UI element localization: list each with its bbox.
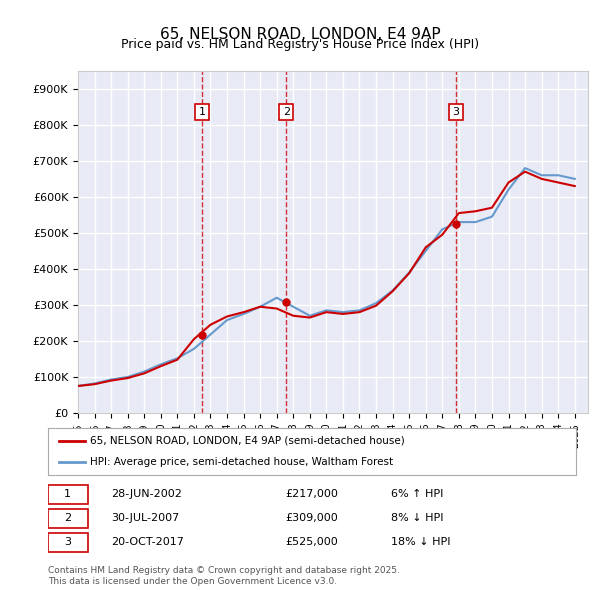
- Text: 6% ↑ HPI: 6% ↑ HPI: [391, 489, 443, 499]
- Text: 3: 3: [452, 107, 460, 117]
- Text: 65, NELSON ROAD, LONDON, E4 9AP: 65, NELSON ROAD, LONDON, E4 9AP: [160, 27, 440, 41]
- FancyBboxPatch shape: [48, 485, 88, 504]
- Text: 20-OCT-2017: 20-OCT-2017: [112, 537, 184, 546]
- Text: 2: 2: [283, 107, 290, 117]
- Text: HPI: Average price, semi-detached house, Waltham Forest: HPI: Average price, semi-detached house,…: [90, 457, 394, 467]
- Text: 18% ↓ HPI: 18% ↓ HPI: [391, 537, 451, 546]
- Text: 8% ↓ HPI: 8% ↓ HPI: [391, 513, 444, 523]
- Text: 1: 1: [199, 107, 206, 117]
- FancyBboxPatch shape: [48, 509, 88, 528]
- Text: £309,000: £309,000: [286, 513, 338, 523]
- Text: £525,000: £525,000: [286, 537, 338, 546]
- Text: Contains HM Land Registry data © Crown copyright and database right 2025.
This d: Contains HM Land Registry data © Crown c…: [48, 566, 400, 586]
- Text: 28-JUN-2002: 28-JUN-2002: [112, 489, 182, 499]
- Text: Price paid vs. HM Land Registry's House Price Index (HPI): Price paid vs. HM Land Registry's House …: [121, 38, 479, 51]
- Text: 3: 3: [64, 537, 71, 546]
- Text: £217,000: £217,000: [286, 489, 338, 499]
- Text: 30-JUL-2007: 30-JUL-2007: [112, 513, 179, 523]
- FancyBboxPatch shape: [48, 533, 88, 552]
- Text: 65, NELSON ROAD, LONDON, E4 9AP (semi-detached house): 65, NELSON ROAD, LONDON, E4 9AP (semi-de…: [90, 436, 405, 446]
- Text: 1: 1: [64, 489, 71, 499]
- Text: 2: 2: [64, 513, 71, 523]
